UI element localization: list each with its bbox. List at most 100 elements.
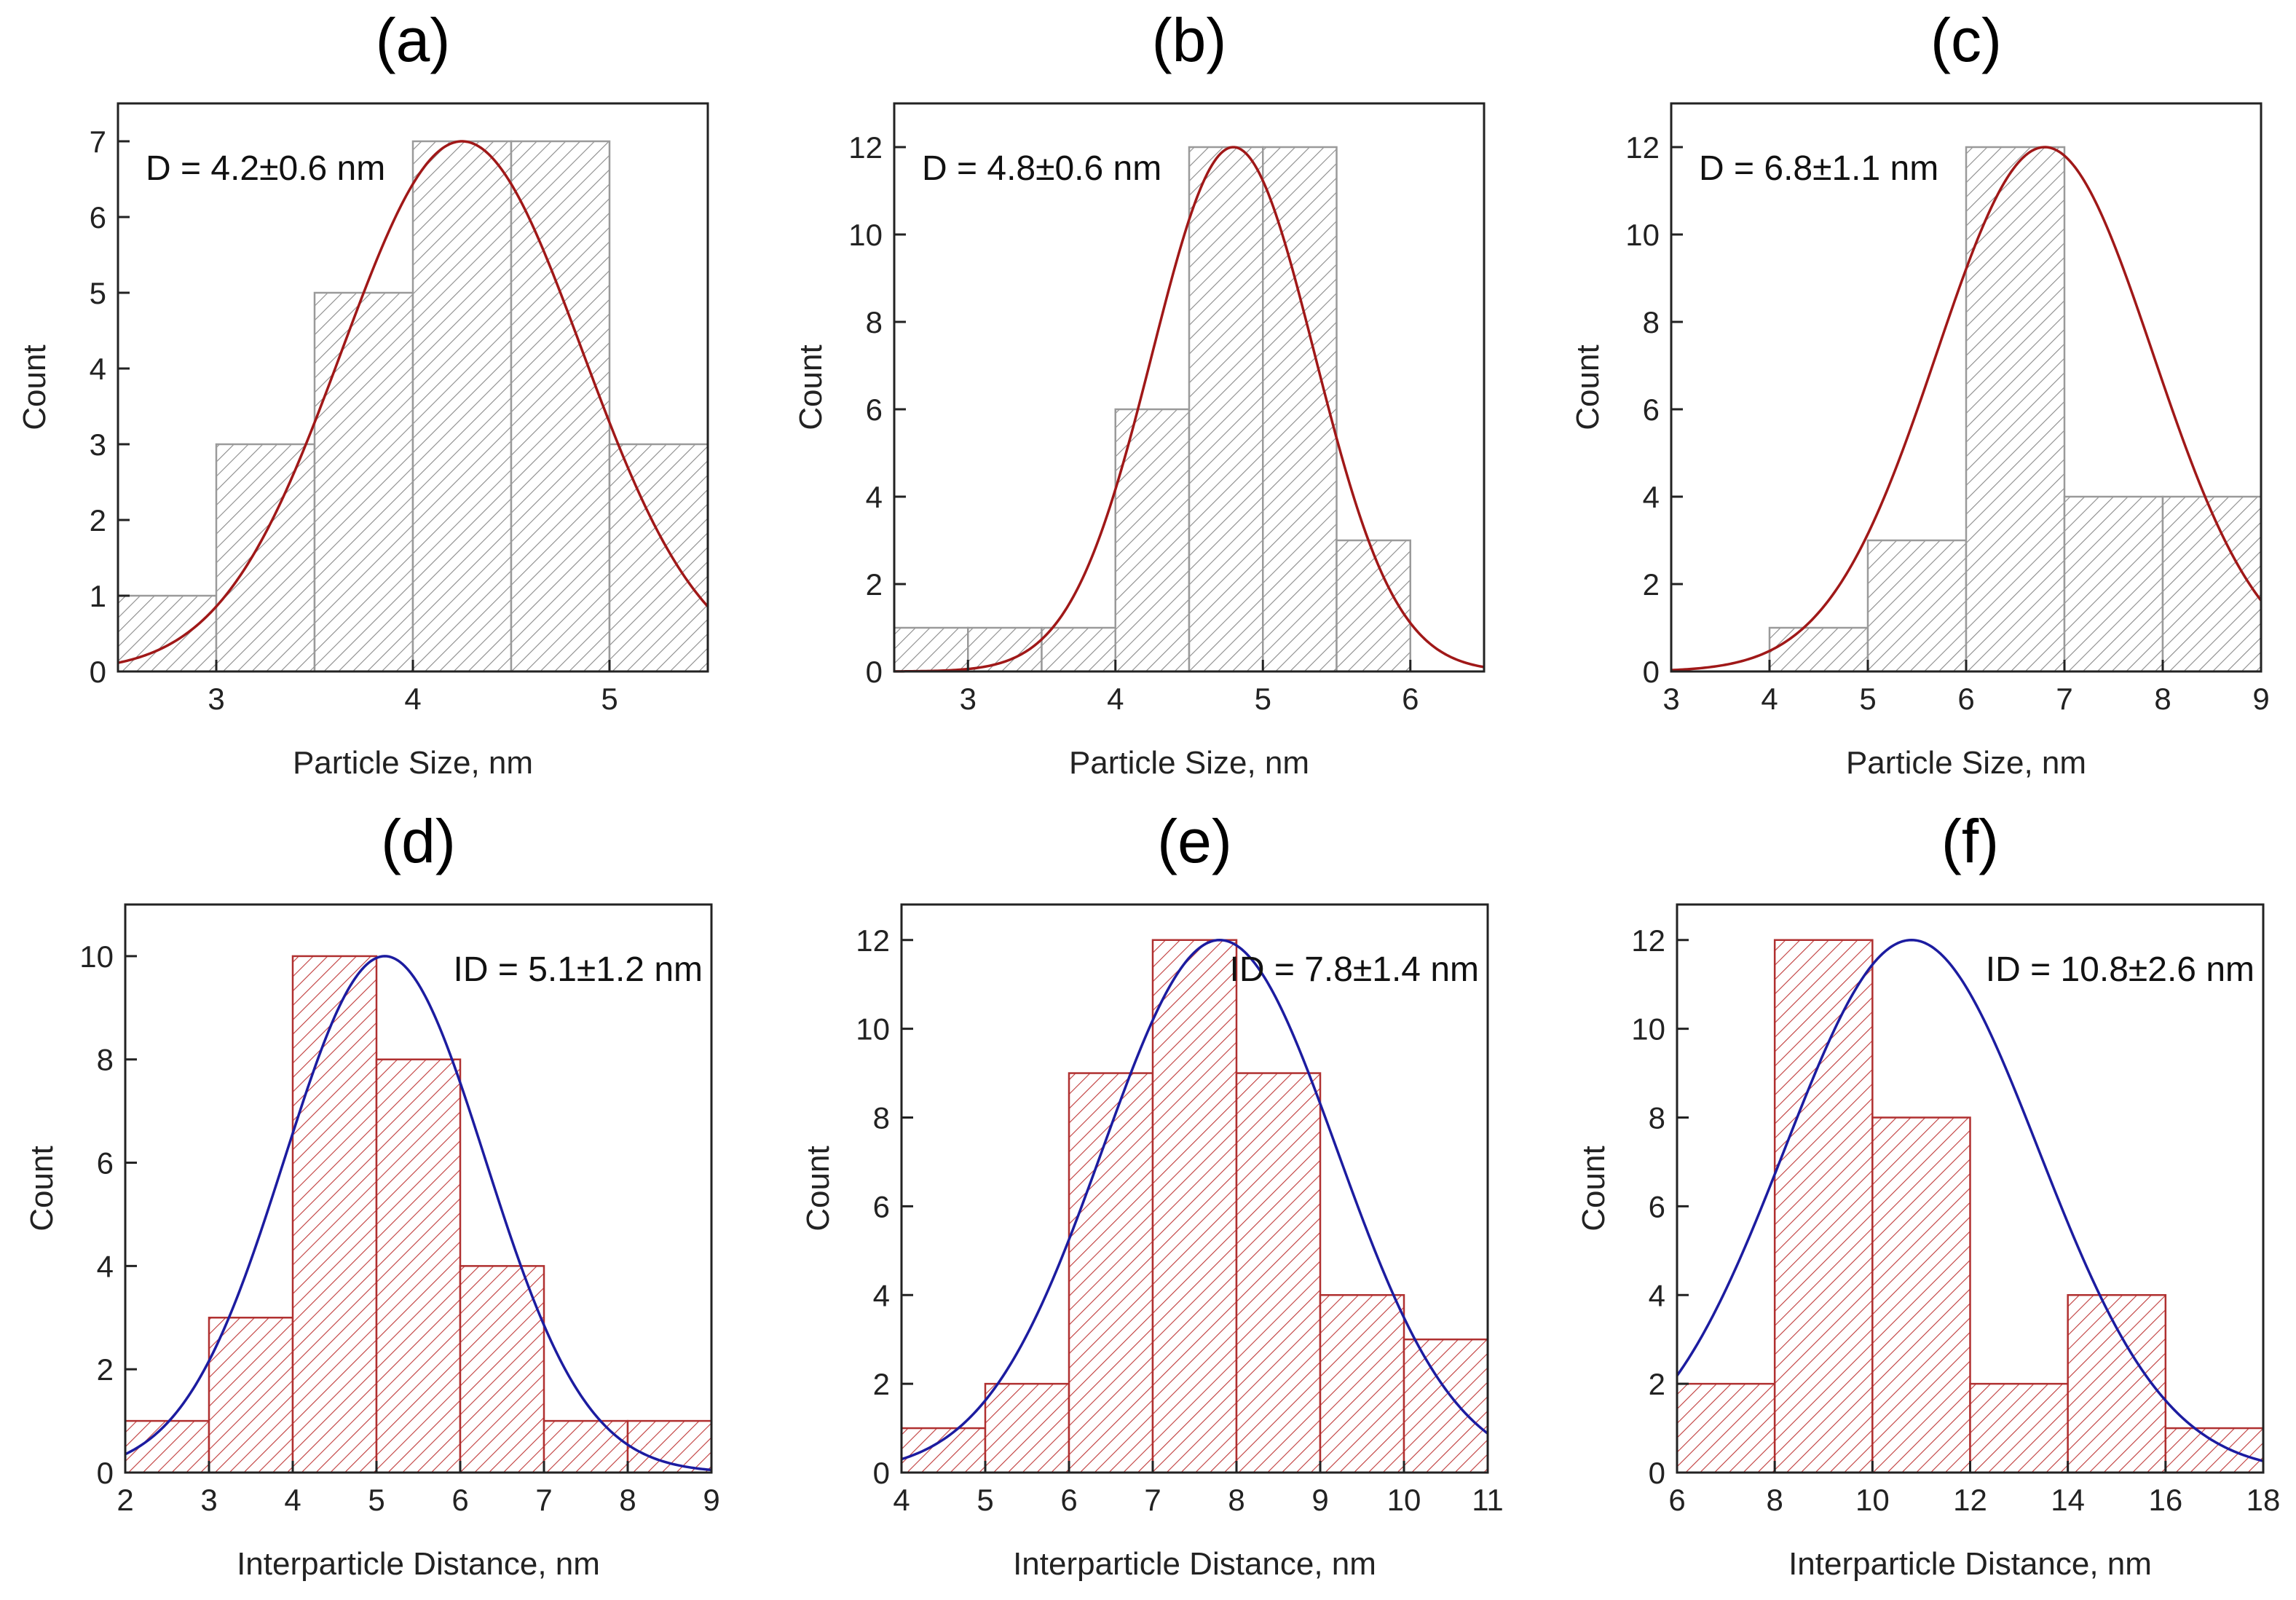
y-axis-label: Count: [1570, 344, 1606, 430]
x-tick-label: 14: [2051, 1483, 2085, 1517]
y-tick-label: 8: [1643, 305, 1660, 339]
panel-f: (f) 6 8 10 12 14 16 18 0 2 4 6 8 10 12 Interparticle Di…: [1576, 807, 2280, 1582]
panel-title: (e): [1157, 807, 1232, 875]
histogram-bar: [1768, 626, 1869, 673]
y-tick-label: 10: [848, 218, 883, 252]
histogram-bar: [900, 1427, 987, 1474]
fit-annotation: ID = 10.8±2.6 nm: [1986, 950, 2254, 989]
panel-a: (a) 3 4 5 0 1 2 3 4 5 6 7 Particle Size, nm Count D = …: [17, 6, 709, 781]
y-tick-label: 0: [866, 655, 883, 689]
x-axis-label: Particle Size, nm: [293, 745, 533, 781]
panel-c: (c) 3 4 5 6 7 8 9 0 2 4 6 8 10 12 Particle Size, nm Coun…: [1570, 6, 2270, 781]
panel-title: (d): [381, 807, 456, 875]
x-axis-label: Interparticle Distance, nm: [237, 1546, 600, 1582]
x-axis-label: Interparticle Distance, nm: [1013, 1546, 1376, 1582]
x-tick-label: 6: [1668, 1483, 1685, 1517]
y-tick-label: 6: [1643, 393, 1660, 427]
x-tick-label: 3: [208, 682, 224, 716]
histogram-bar: [1403, 1338, 1489, 1474]
gaussian-fit-curve: [1676, 938, 2264, 1462]
y-tick-label: 4: [873, 1278, 890, 1312]
panels-root: (a) 3 4 5 0 12 3 4 5 6 7 Particle Size, nm Count D = …: [17, 6, 2280, 1582]
x-tick-label: 7: [2056, 682, 2072, 716]
histogram-bar: [1151, 939, 1238, 1474]
y-tick-label: 12: [1625, 130, 1660, 165]
x-tick-label: 6: [1060, 1483, 1077, 1517]
x-axis-label: Particle Size, nm: [1069, 745, 1309, 781]
panel-title: (c): [1930, 6, 2002, 74]
y-axis-label: Count: [24, 1146, 60, 1231]
y-tick-label: 0: [1643, 655, 1660, 689]
gaussian-fit-curve: [117, 140, 709, 664]
y-tick-label: 5: [90, 276, 106, 310]
plot-frame: [900, 903, 1489, 1474]
gaussian-fit-curve: [125, 955, 712, 1472]
x-tick-label: 3: [200, 1483, 217, 1517]
x-tick-label: 7: [535, 1483, 552, 1517]
x-tick-label: 4: [284, 1483, 301, 1517]
histogram-bar: [215, 443, 316, 673]
histogram-bar: [1866, 539, 1968, 673]
x-tick-label: 3: [960, 682, 977, 716]
x-tick-label: 5: [1255, 682, 1271, 716]
plot-frame: [124, 903, 713, 1474]
y-tick-label: 10: [79, 939, 114, 974]
histogram-bar: [1969, 1382, 2069, 1474]
histogram-bar: [1041, 626, 1116, 673]
x-tick-label: 16: [2148, 1483, 2182, 1517]
histogram-bar: [1676, 1382, 1776, 1474]
x-tick-label: 5: [1859, 682, 1876, 716]
histogram-bar: [2067, 1294, 2167, 1474]
histogram-bar: [411, 140, 513, 673]
fit-annotation: D = 6.8±1.1 nm: [1699, 149, 1938, 188]
panel-title: (f): [1941, 807, 1999, 875]
y-tick-label: 6: [90, 200, 106, 235]
y-tick-label: 3: [90, 427, 106, 462]
y-tick-label: 4: [90, 352, 106, 386]
x-tick-label: 9: [703, 1483, 719, 1517]
y-tick-label: 10: [1625, 218, 1660, 252]
x-tick-label: 6: [1402, 682, 1419, 716]
x-tick-label: 4: [1107, 682, 1124, 716]
y-tick-label: 4: [1649, 1278, 1665, 1312]
x-tick-label: 5: [977, 1483, 993, 1517]
histogram-bar: [2161, 495, 2263, 673]
gaussian-fit-curve: [1670, 146, 2263, 671]
y-tick-label: 2: [1649, 1367, 1665, 1401]
y-tick-label: 2: [90, 503, 106, 537]
x-tick-label: 2: [117, 1483, 133, 1517]
x-tick-label: 6: [1957, 682, 1974, 716]
gaussian-fit-curve: [893, 146, 1485, 673]
y-tick-label: 6: [866, 393, 883, 427]
y-tick-label: 4: [1643, 480, 1660, 514]
x-tick-label: 8: [2154, 682, 2171, 716]
histogram-bar: [1871, 1116, 1971, 1474]
x-tick-label: 9: [2252, 682, 2269, 716]
fit-annotation: ID = 5.1±1.2 nm: [453, 950, 703, 989]
histogram-bar: [208, 1317, 294, 1474]
panel-e: (e) 4 5 6 7 8 9 10 11 0 2 4 6 8 10 12 Interparticle Dist…: [800, 807, 1504, 1582]
x-tick-label: 3: [1662, 682, 1679, 716]
x-tick-label: 9: [1311, 1483, 1328, 1517]
histogram-bar: [2063, 495, 2164, 673]
panel-title: (a): [376, 6, 451, 74]
histogram-bar: [291, 955, 378, 1474]
y-tick-label: 7: [90, 125, 106, 159]
y-axis-label: Count: [800, 1146, 836, 1231]
histogram-bar: [626, 1419, 713, 1474]
x-tick-label: 11: [1472, 1483, 1504, 1517]
histogram-bar: [1773, 939, 1874, 1474]
x-tick-label: 4: [1761, 682, 1778, 716]
y-tick-label: 8: [1649, 1101, 1665, 1135]
x-tick-label: 12: [1953, 1483, 1987, 1517]
y-tick-label: 0: [1649, 1456, 1665, 1490]
y-axis-label: Count: [1576, 1146, 1611, 1231]
panel-title: (b): [1152, 6, 1227, 74]
histogram-bar: [893, 626, 969, 673]
x-axis-label: Particle Size, nm: [1846, 745, 2086, 781]
y-tick-label: 4: [866, 480, 883, 514]
y-tick-label: 2: [1643, 567, 1660, 602]
y-axis-label: Count: [793, 344, 829, 430]
x-tick-label: 5: [601, 682, 618, 716]
